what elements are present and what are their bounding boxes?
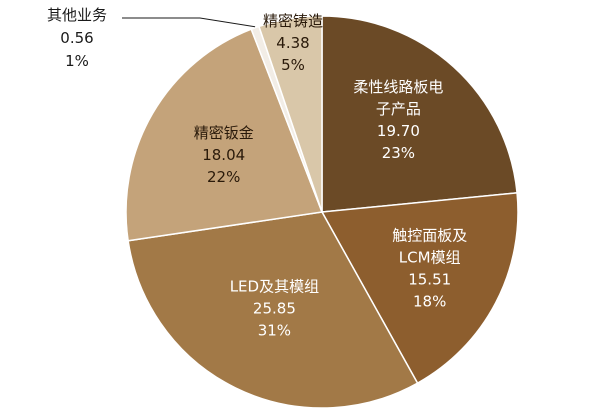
slice-label-value-0: 19.70 — [377, 122, 420, 140]
slice-label-value-4: 0.56 — [60, 29, 93, 47]
slice-label-value-3: 18.04 — [202, 146, 245, 164]
slice-label-name-0-1: 子产品 — [376, 100, 421, 118]
slice-label-percent-0: 23% — [382, 144, 415, 162]
slice-label-value-1: 15.51 — [408, 270, 451, 288]
pie-slice-0 — [321, 15, 518, 213]
slice-label-value-5: 4.38 — [276, 34, 309, 52]
pie-slice-1 — [320, 192, 519, 385]
slice-label-name-0-0: 柔性线路板电 — [353, 78, 443, 96]
slice-label-name-4: 其他业务 — [47, 6, 107, 24]
slice-label-percent-5: 5% — [281, 56, 305, 74]
pie-slice-3 — [125, 28, 324, 242]
slice-label-name-5-0: 精密铸造 — [263, 12, 323, 30]
slice-label-name-1-0: 触控面板及 — [392, 226, 467, 244]
slice-label-percent-1: 18% — [413, 292, 446, 310]
slice-label-name-3-0: 精密钣金 — [194, 124, 254, 142]
slice-label-name-2-0: LED及其模组 — [230, 278, 319, 296]
leader-line-4 — [122, 17, 256, 28]
pie-slice-2 — [127, 211, 419, 409]
slice-label-percent-2: 31% — [258, 322, 291, 340]
pie-slices — [125, 15, 519, 409]
slice-label-percent-3: 22% — [207, 168, 240, 186]
pie-slice-5 — [258, 15, 323, 213]
slice-label-value-2: 25.85 — [253, 300, 296, 318]
slice-label-name-1-1: LCM模组 — [399, 248, 461, 266]
slice-label-percent-4: 1% — [65, 52, 89, 70]
